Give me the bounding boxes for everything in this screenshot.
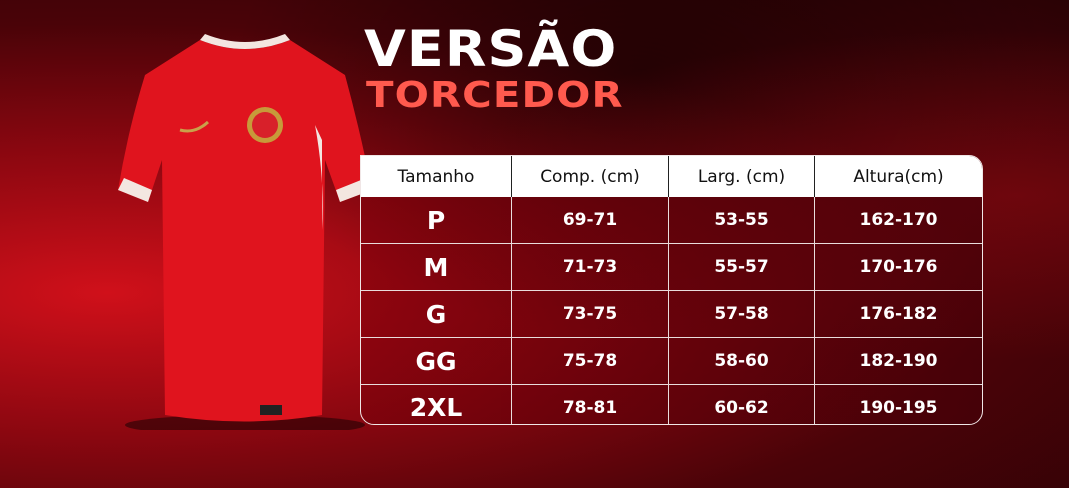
table-header: Tamanho Comp. (cm) Larg. (cm) Altura(cm) — [361, 156, 982, 197]
length-cell: 75-78 — [512, 338, 669, 384]
title-versao: VERSÃO — [364, 20, 618, 78]
size-cell: 2XL — [361, 385, 512, 424]
width-cell: 53-55 — [669, 197, 815, 243]
width-cell: 58-60 — [669, 338, 815, 384]
height-cell: 170-176 — [859, 257, 938, 277]
width-cell: 60-62 — [669, 385, 815, 424]
header-size: Tamanho — [361, 156, 512, 197]
height-cell: 176-182 — [859, 304, 938, 324]
width-cell: 57-58 — [669, 291, 815, 337]
size-table: Tamanho Comp. (cm) Larg. (cm) Altura(cm)… — [360, 155, 983, 425]
table-row: P 69-71 53-55 162-170 — [361, 197, 982, 244]
height-cell: 182-190 — [859, 351, 938, 371]
width-cell: 55-57 — [669, 244, 815, 290]
table-row: 2XL 78-81 60-62 190-195 — [361, 385, 982, 424]
height-cell: 190-195 — [859, 397, 938, 418]
height-cell: 162-170 — [859, 210, 938, 230]
title-torcedor: TORCEDOR — [366, 75, 624, 116]
table-row: GG 75-78 58-60 182-190 — [361, 338, 982, 385]
length-cell: 78-81 — [512, 385, 669, 424]
size-cell: M — [361, 244, 512, 290]
length-cell: 71-73 — [512, 244, 669, 290]
table-row: M 71-73 55-57 170-176 — [361, 244, 982, 291]
header-height: Altura(cm) — [853, 166, 944, 187]
length-cell: 73-75 — [512, 291, 669, 337]
header-width: Larg. (cm) — [669, 156, 815, 197]
table-row: G 73-75 57-58 176-182 — [361, 291, 982, 338]
size-cell: G — [361, 291, 512, 337]
header-length: Comp. (cm) — [512, 156, 669, 197]
jersey-image — [118, 34, 372, 430]
size-cell: GG — [361, 338, 512, 384]
size-cell: P — [361, 197, 512, 243]
length-cell: 69-71 — [512, 197, 669, 243]
